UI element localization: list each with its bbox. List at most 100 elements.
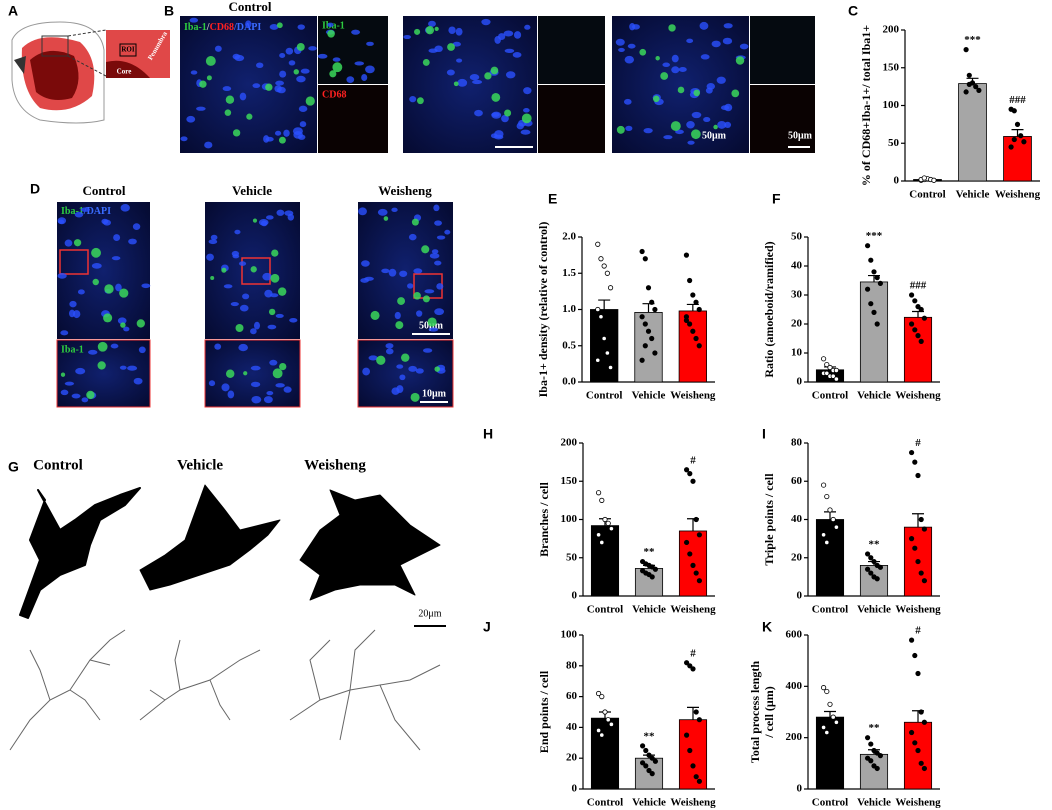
nucleus	[263, 135, 270, 143]
data-point	[595, 357, 601, 363]
stain-part: /	[206, 22, 210, 33]
micrograph	[318, 85, 388, 153]
nucleus	[238, 343, 248, 352]
data-point	[915, 558, 921, 565]
data-point	[931, 177, 937, 183]
panel-label: B	[164, 3, 174, 19]
micrograph	[750, 16, 815, 84]
cell	[73, 239, 82, 247]
nucleus	[436, 283, 444, 290]
bar	[903, 316, 933, 383]
data-point	[918, 760, 924, 766]
data-point	[1018, 133, 1024, 139]
nucleus	[277, 86, 286, 94]
cell	[652, 95, 660, 103]
cell	[677, 86, 685, 94]
micrograph	[538, 16, 605, 84]
y-tick-label: 600	[786, 629, 803, 641]
cell	[205, 56, 216, 66]
cell	[735, 56, 745, 65]
y-tick-label: 20	[791, 551, 803, 563]
y-tick-label: 1.5	[562, 267, 576, 279]
data-point	[827, 364, 833, 371]
data-point	[598, 256, 604, 262]
nucleus	[434, 45, 443, 53]
data-point	[1008, 144, 1014, 150]
channel-label: Iba-1	[322, 20, 345, 31]
data-point	[921, 526, 928, 532]
nucleus	[385, 348, 394, 355]
cell	[731, 89, 740, 98]
nucleus	[444, 229, 451, 235]
nucleus	[239, 304, 249, 312]
nucleus	[91, 262, 102, 269]
data-point	[595, 490, 602, 496]
data-point	[833, 719, 840, 725]
data-point	[595, 690, 602, 697]
nucleus	[615, 38, 625, 46]
cell	[224, 109, 232, 116]
nucleus	[346, 76, 355, 83]
data-point	[824, 688, 830, 695]
cell	[425, 25, 435, 35]
data-point	[645, 328, 652, 334]
nucleus	[204, 141, 213, 149]
nucleus	[332, 57, 341, 62]
bar	[678, 719, 708, 790]
nucleus	[64, 239, 73, 247]
data-point	[645, 285, 652, 291]
data-point	[599, 732, 605, 738]
nucleus	[491, 112, 500, 117]
nucleus	[276, 209, 285, 216]
nucleus	[415, 368, 424, 374]
nucleus	[436, 235, 446, 240]
x-tick-label: Weisheng	[895, 604, 941, 616]
cell	[210, 275, 215, 280]
nucleus	[265, 215, 274, 220]
nucleus	[407, 283, 414, 289]
data-point	[646, 752, 652, 758]
cell	[713, 124, 718, 130]
data-point	[607, 285, 614, 291]
data-point	[683, 660, 690, 666]
bar	[590, 525, 620, 597]
cell	[120, 322, 126, 328]
nucleus	[643, 127, 653, 134]
nucleus	[111, 256, 121, 261]
nucleus	[214, 45, 222, 52]
bar	[859, 281, 889, 383]
cell	[417, 97, 424, 105]
y-tick-label: 2.0	[562, 231, 576, 243]
data-point	[820, 532, 827, 538]
y-tick-label: 80	[566, 659, 578, 671]
data-point	[687, 321, 693, 327]
data-point	[966, 72, 972, 78]
data-point	[912, 652, 918, 659]
micrograph	[538, 85, 605, 153]
data-point	[639, 743, 646, 749]
nucleus	[377, 208, 388, 216]
nucleus	[275, 383, 285, 388]
cell	[272, 368, 283, 379]
nucleus	[138, 346, 146, 354]
data-point	[639, 357, 645, 363]
x-tick-label: Vehicle	[857, 390, 891, 402]
nucleus	[222, 86, 232, 92]
data-point	[830, 516, 836, 523]
data-point	[912, 545, 918, 551]
nucleus	[266, 391, 274, 396]
nucleus	[455, 27, 463, 36]
cell	[250, 266, 257, 273]
data-point	[874, 576, 880, 582]
nucleus	[210, 234, 218, 241]
data-point	[908, 536, 915, 542]
data-point	[602, 709, 608, 715]
data-point	[824, 729, 830, 736]
data-point	[827, 507, 833, 513]
y-tick-label: 150	[883, 61, 900, 73]
y-tick-label: 200	[786, 731, 803, 743]
bar	[958, 83, 987, 182]
data-point	[824, 539, 830, 546]
nucleus	[264, 289, 273, 298]
